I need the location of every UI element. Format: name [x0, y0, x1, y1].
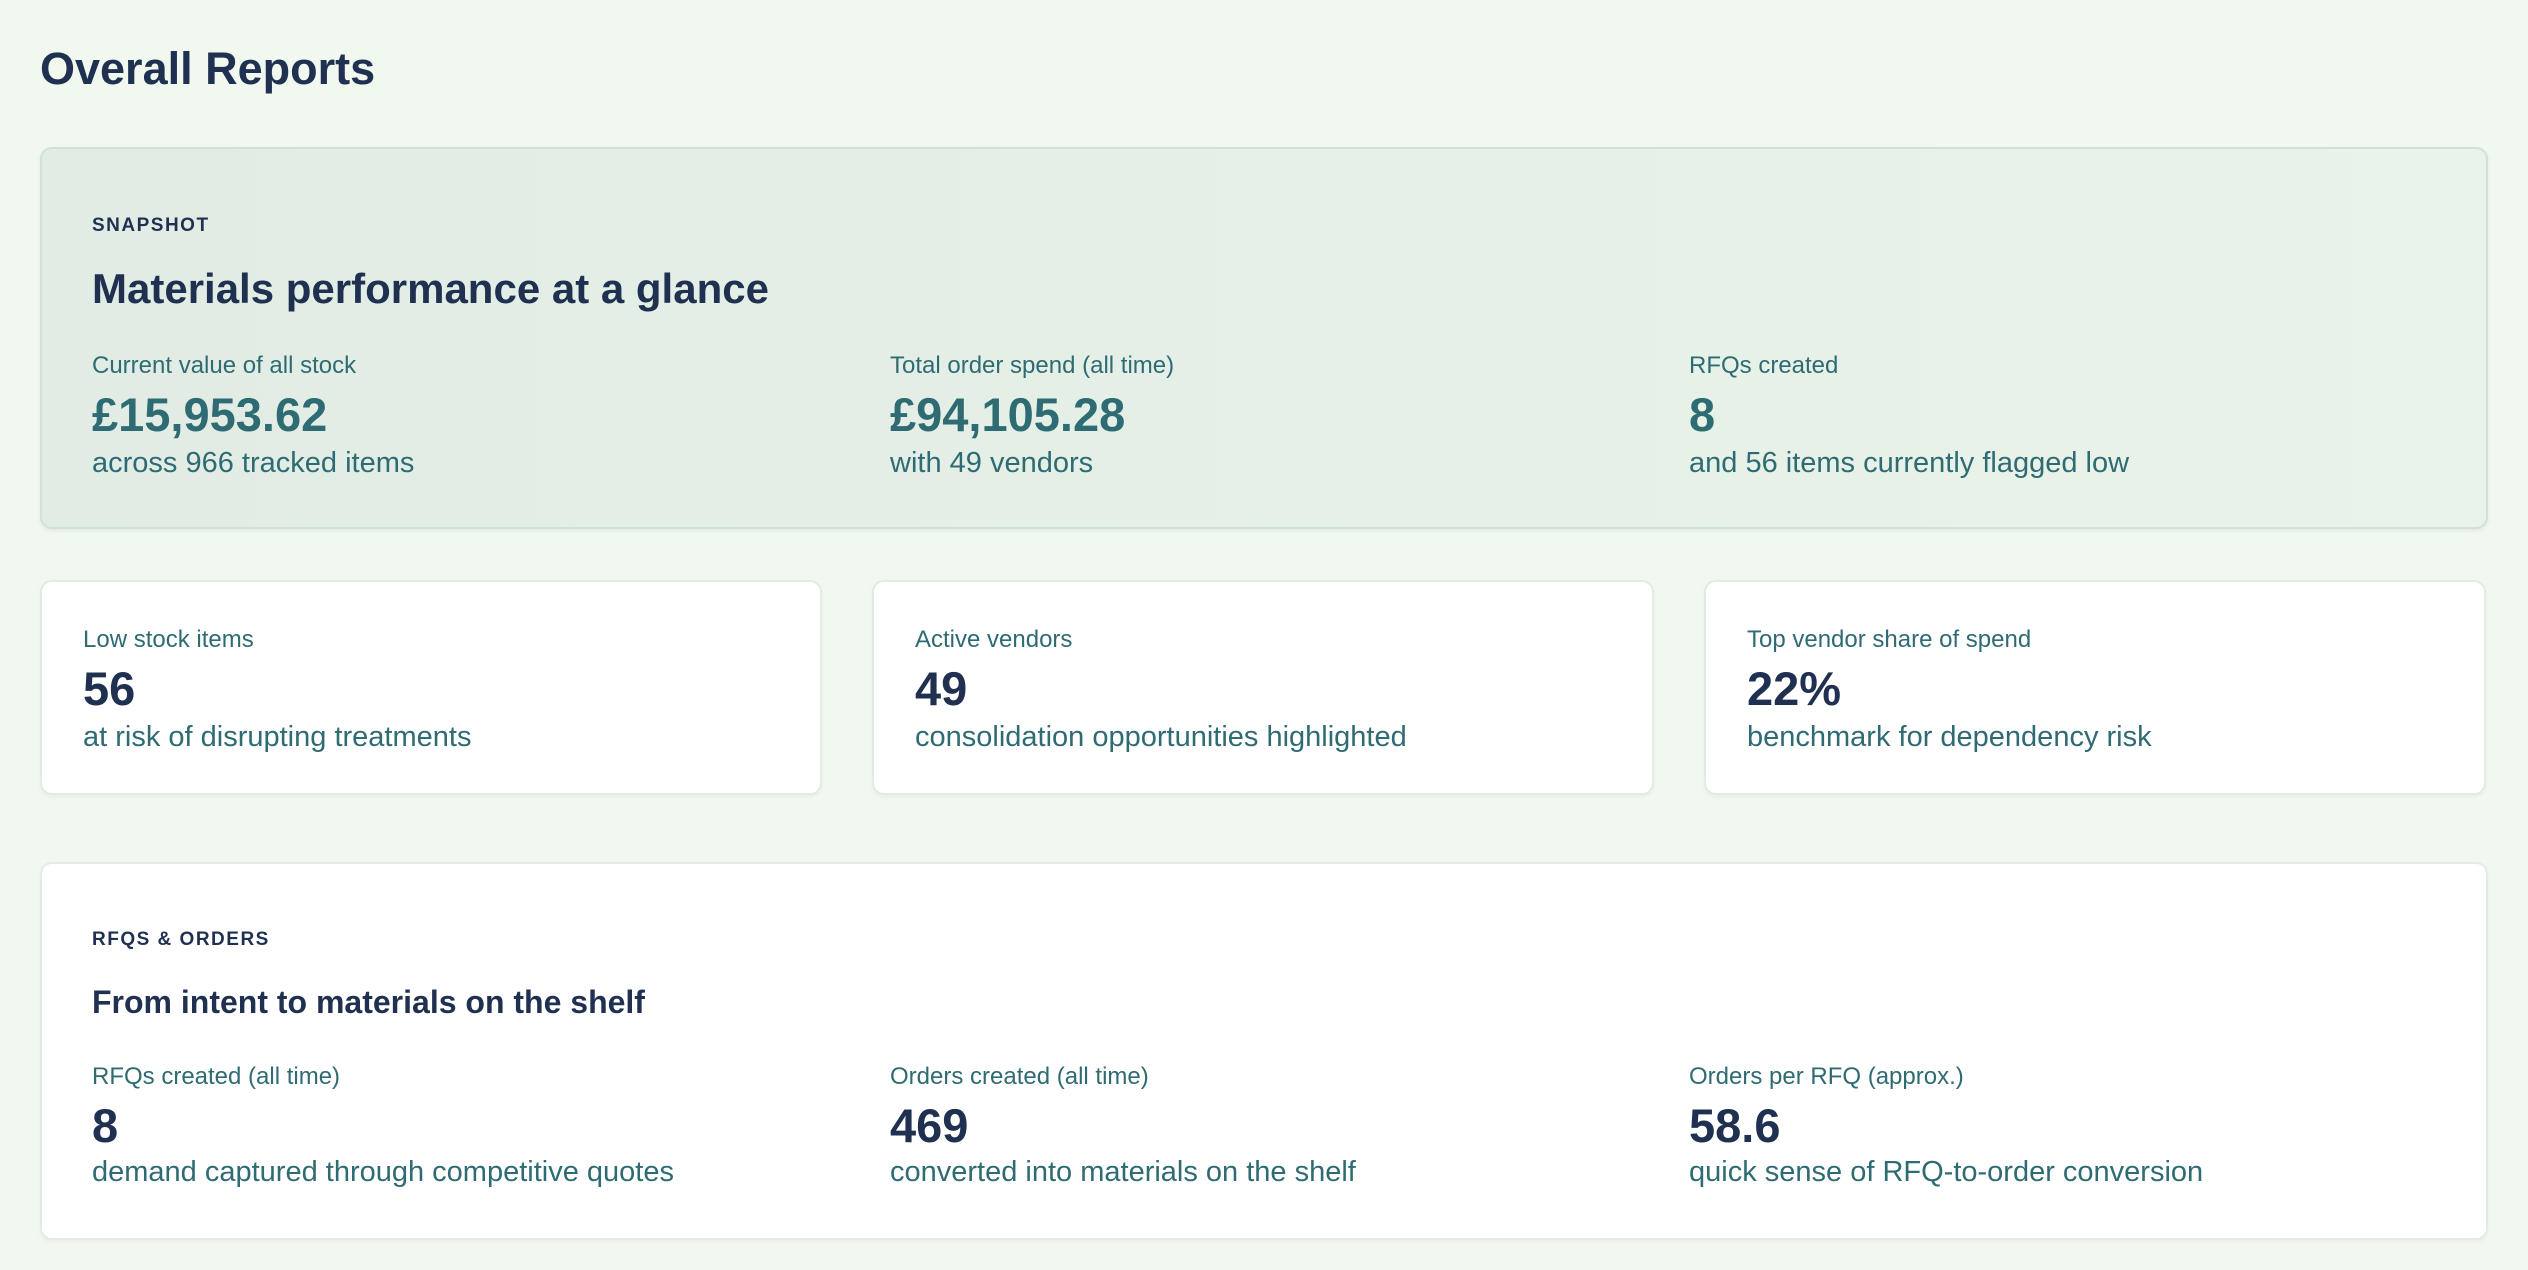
- card-value: 49: [915, 662, 968, 715]
- card-value: 22%: [1747, 662, 1842, 715]
- metric-value: £94,105.28: [890, 388, 1126, 441]
- metric-label: Orders created (all time): [890, 1063, 1149, 1090]
- card-note: benchmark for dependency risk: [1747, 721, 2152, 753]
- page-title: Overall Reports: [40, 43, 376, 94]
- metric-label: Total order spend (all time): [890, 352, 1175, 379]
- stat-card: Top vendor share of spend 22% benchmark …: [1704, 580, 2486, 795]
- stat-card: Active vendors 49 consolidation opportun…: [872, 580, 1654, 795]
- metric-label: Current value of all stock: [92, 352, 357, 379]
- metric-label: RFQs created (all time): [92, 1063, 341, 1090]
- metric-value: 469: [890, 1099, 969, 1152]
- card-note: consolidation opportunities highlighted: [915, 721, 1407, 753]
- card-value: 56: [83, 662, 136, 715]
- stat-card: Low stock items 56 at risk of disrupting…: [40, 580, 822, 795]
- metric: Current value of all stock £15,953.62 ac…: [92, 351, 890, 481]
- metric-note: and 56 items currently flagged low: [1689, 447, 2130, 479]
- metric-note: with 49 vendors: [890, 447, 1094, 479]
- metric-value: £15,953.62: [92, 388, 328, 441]
- metric-value: 58.6: [1689, 1099, 1781, 1152]
- card-label: Active vendors: [915, 626, 1073, 653]
- metrics: RFQs created (all time) 8 demand capture…: [92, 1062, 2436, 1190]
- metric-value: 8: [1689, 388, 1716, 441]
- metric: Orders per RFQ (approx.) 58.6 quick sens…: [1689, 1062, 2436, 1190]
- metric-note: quick sense of RFQ-to-order conversion: [1689, 1156, 2204, 1188]
- metric: RFQs created (all time) 8 demand capture…: [92, 1062, 890, 1190]
- metric-note: converted into materials on the shelf: [890, 1156, 1356, 1188]
- metric-label: RFQs created: [1689, 352, 1839, 379]
- panel-heading: Materials performance at a glance: [92, 265, 769, 312]
- snapshot-panel: SNAPSHOT Materials performance at a glan…: [40, 147, 2488, 529]
- metric-note: demand captured through competitive quot…: [92, 1156, 674, 1188]
- card-label: Low stock items: [83, 626, 254, 653]
- panel-heading: From intent to materials on the shelf: [92, 984, 645, 1020]
- card-label: Top vendor share of spend: [1747, 626, 2032, 653]
- metric-label: Orders per RFQ (approx.): [1689, 1063, 1964, 1090]
- card-note: at risk of disrupting treatments: [83, 721, 472, 753]
- metric-note: across 966 tracked items: [92, 447, 415, 479]
- metric-value: 8: [92, 1099, 119, 1152]
- eyebrow: RFQS & ORDERS: [92, 929, 270, 950]
- metric: RFQs created 8 and 56 items currently fl…: [1689, 351, 2436, 481]
- metric: Orders created (all time) 469 converted …: [890, 1062, 1689, 1190]
- metric: Total order spend (all time) £94,105.28 …: [890, 351, 1689, 481]
- rfqs-panel: RFQS & ORDERS From intent to materials o…: [40, 862, 2488, 1240]
- metrics: Current value of all stock £15,953.62 ac…: [92, 351, 2436, 481]
- eyebrow: SNAPSHOT: [92, 215, 210, 236]
